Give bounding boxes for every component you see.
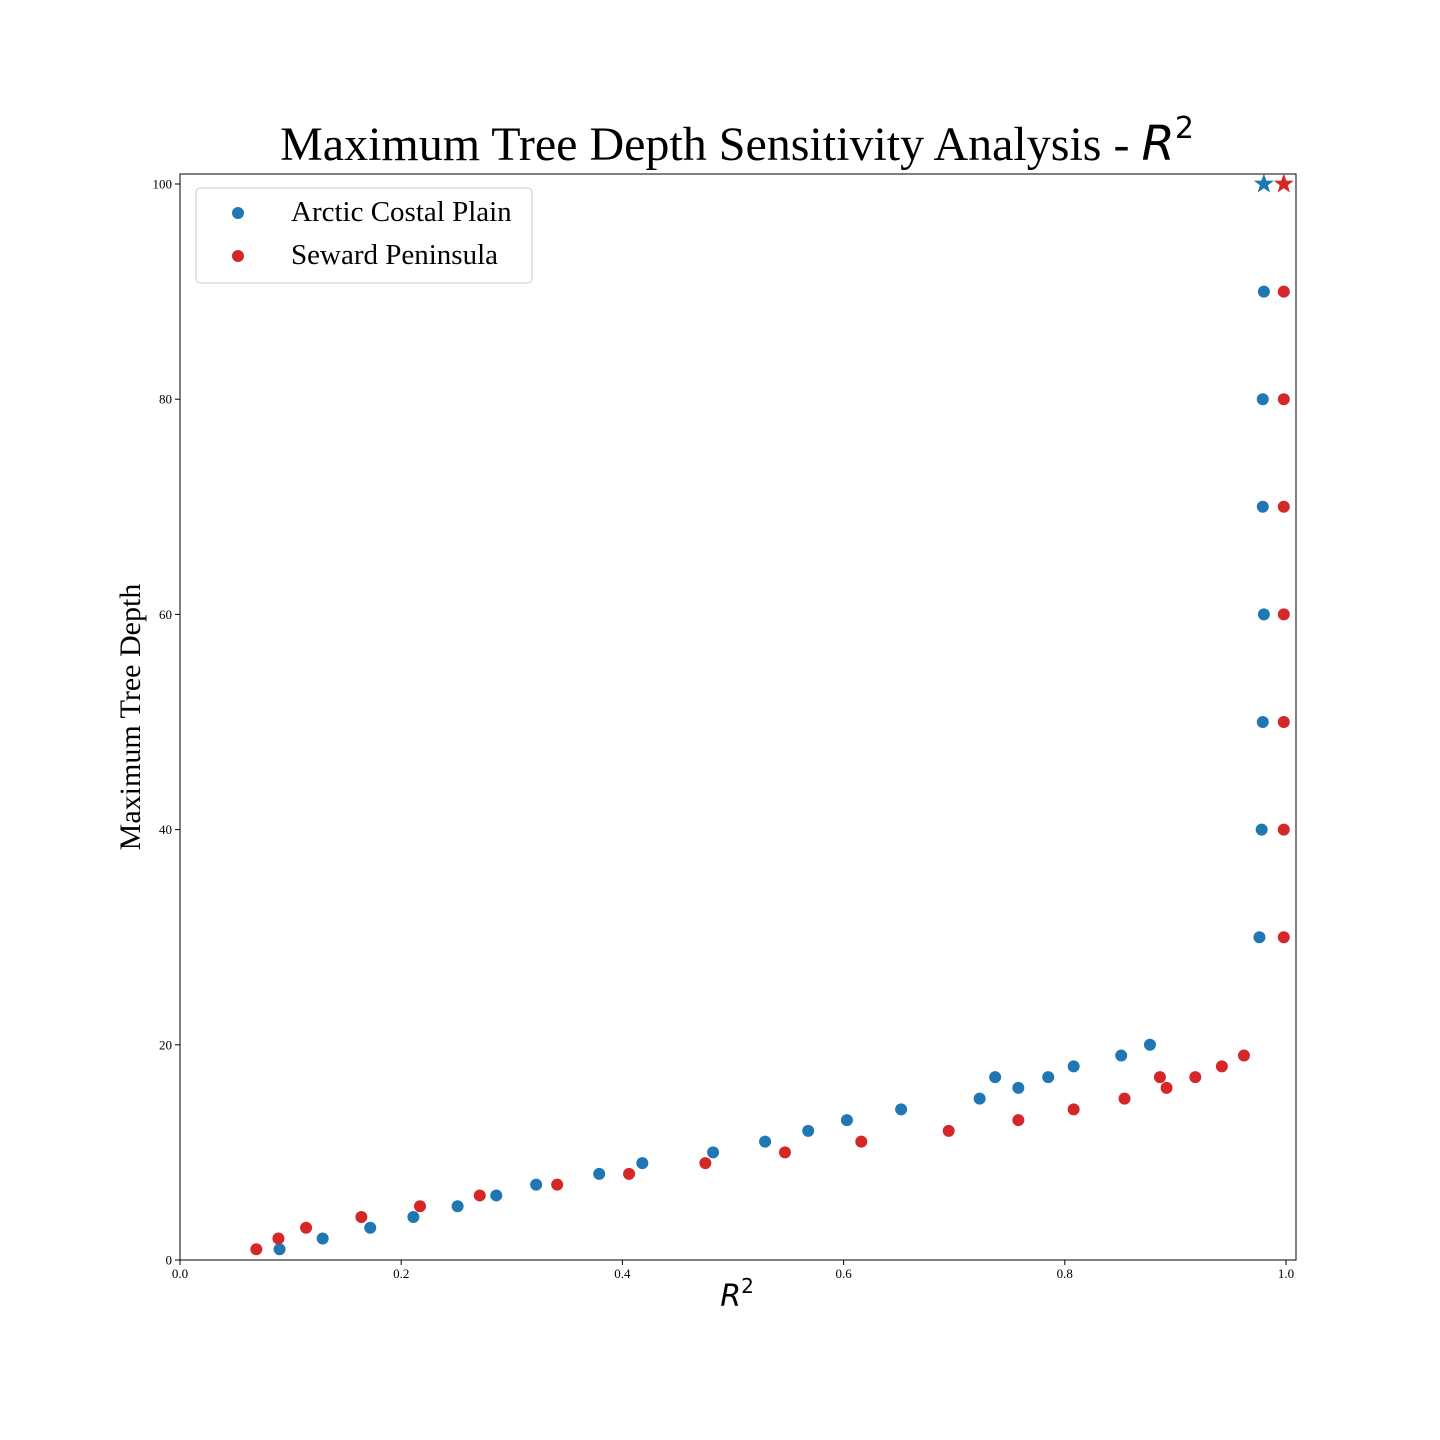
chart-title: Maximum Tree Depth Sensitivity Analysis …: [280, 111, 1194, 172]
data-point: [473, 1189, 486, 1202]
chart-title-math-superscript: 2: [1175, 111, 1194, 146]
data-point: [1253, 931, 1266, 944]
best-star-marker: [1253, 173, 1274, 193]
data-point: [895, 1103, 908, 1116]
data-point: [414, 1200, 427, 1213]
x-tick-label: 0.0: [172, 1266, 188, 1281]
data-point: [989, 1071, 1002, 1084]
data-point: [1118, 1092, 1131, 1105]
legend: Arctic Costal Plain Seward Peninsula: [195, 187, 533, 284]
legend-marker-seward: [232, 250, 244, 262]
data-point: [1067, 1060, 1080, 1073]
y-axis-ticks: 0 20 40 60 80 100: [153, 177, 180, 1268]
data-point: [699, 1157, 712, 1170]
data-point: [1277, 285, 1290, 298]
data-point: [1160, 1081, 1173, 1094]
x-tick-label: 0.2: [393, 1266, 409, 1281]
chart-title-text: Maximum Tree Depth Sensitivity Analysis …: [280, 118, 1141, 171]
data-point: [1012, 1114, 1025, 1127]
chart-title-math-symbol: R: [1141, 116, 1174, 172]
y-tick-label: 20: [159, 1037, 172, 1052]
data-point: [840, 1114, 853, 1127]
data-point: [1277, 931, 1290, 944]
series-seward-peninsula: [250, 173, 1294, 1256]
y-axis-label: Maximum Tree Depth: [114, 584, 147, 851]
x-tick-label: 0.8: [1057, 1266, 1073, 1281]
data-point: [355, 1210, 368, 1223]
data-point: [1255, 823, 1268, 836]
data-point: [1277, 716, 1290, 728]
data-point: [1237, 1049, 1250, 1062]
series-arctic-costal-plain: [273, 173, 1274, 1256]
y-tick-label: 0: [166, 1253, 173, 1268]
data-point: [1189, 1071, 1202, 1084]
data-point: [1067, 1103, 1080, 1116]
data-point: [1153, 1071, 1166, 1084]
data-point: [942, 1124, 955, 1137]
data-point: [636, 1157, 649, 1170]
x-axis-label-symbol: R: [720, 1279, 741, 1314]
x-axis-ticks: 0.0 0.2 0.4 0.6 0.8 1.0: [172, 1260, 1294, 1281]
data-point: [1256, 500, 1269, 513]
data-point: [1215, 1060, 1228, 1073]
legend-label-arctic: Arctic Costal Plain: [291, 196, 512, 228]
legend-box: [195, 187, 533, 284]
x-axis-label-superscript: 2: [741, 1274, 754, 1298]
data-point: [1277, 393, 1290, 406]
data-point: [973, 1092, 986, 1105]
y-tick-label: 40: [159, 822, 172, 837]
best-star-marker: [1273, 173, 1294, 193]
data-point: [300, 1221, 313, 1234]
data-point: [273, 1243, 286, 1256]
data-point: [1115, 1049, 1128, 1062]
data-point: [593, 1167, 606, 1180]
data-point: [551, 1178, 564, 1191]
data-point: [759, 1135, 772, 1148]
data-point: [1256, 716, 1269, 728]
data-point: [1042, 1071, 1055, 1084]
data-point: [530, 1178, 543, 1191]
data-point: [778, 1146, 791, 1159]
data-point: [1257, 608, 1270, 621]
legend-label-seward: Seward Peninsula: [291, 239, 498, 271]
data-point: [250, 1243, 263, 1256]
x-tick-label: 0.4: [614, 1266, 631, 1281]
data-point: [707, 1146, 720, 1159]
data-point: [1012, 1081, 1025, 1094]
data-point: [623, 1167, 636, 1180]
y-tick-label: 60: [159, 607, 172, 622]
data-point: [316, 1232, 329, 1245]
data-point: [855, 1135, 868, 1148]
data-point: [1277, 500, 1290, 513]
data-point: [407, 1210, 420, 1223]
plot-area: [179, 173, 1297, 1261]
data-point: [1256, 393, 1269, 406]
data-point: [1277, 608, 1290, 621]
y-tick-label: 80: [159, 392, 172, 407]
y-tick-label: 100: [153, 177, 173, 192]
data-point: [490, 1189, 503, 1202]
x-tick-label: 0.6: [835, 1266, 852, 1281]
legend-marker-arctic: [232, 207, 244, 219]
data-point: [1257, 285, 1270, 298]
data-point: [802, 1124, 815, 1137]
data-point: [272, 1232, 285, 1245]
data-point: [364, 1221, 377, 1234]
data-point: [451, 1200, 464, 1213]
data-point: [1143, 1038, 1156, 1051]
x-tick-label: 1.0: [1278, 1266, 1294, 1281]
data-points: [250, 173, 1294, 1256]
x-axis-label: R2: [720, 1274, 754, 1314]
data-point: [1277, 823, 1290, 836]
